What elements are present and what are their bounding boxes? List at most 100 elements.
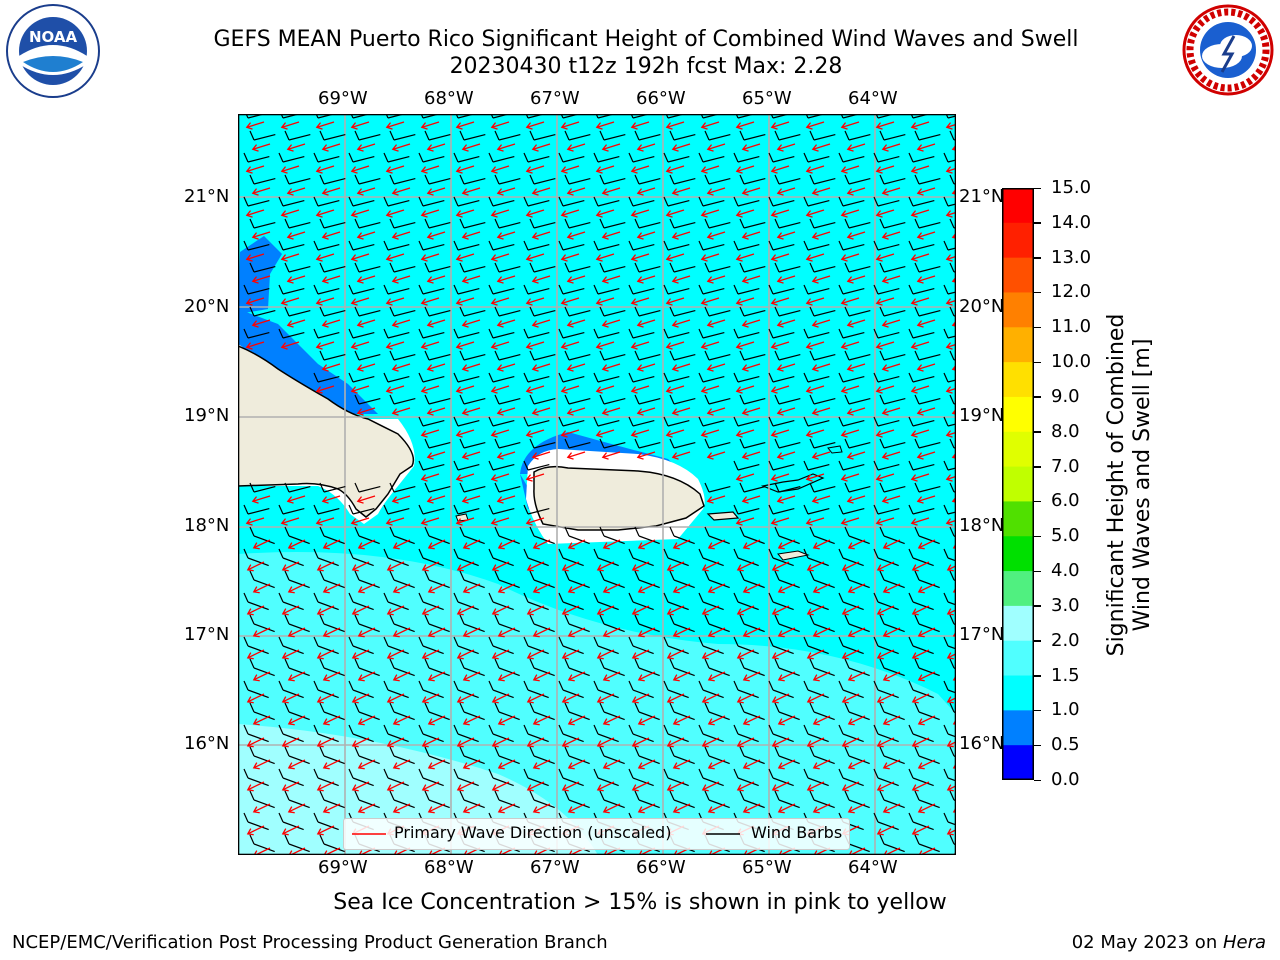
wind-barb-flag	[774, 394, 780, 405]
wind-barb-shaft	[393, 177, 416, 185]
wave-direction-arrow	[526, 297, 545, 304]
wave-direction-arrowhead	[741, 320, 749, 328]
wind-barb-shaft	[848, 755, 870, 765]
wave-direction-arrowhead	[771, 696, 779, 704]
wave-direction-arrow	[492, 737, 510, 747]
wave-direction-arrowhead	[280, 122, 288, 130]
wind-barb-shaft	[457, 287, 480, 295]
colorbar-tick-mark	[1034, 535, 1041, 538]
wind-barb-shaft	[807, 733, 829, 743]
wind-barb-shaft	[883, 667, 905, 677]
colorbar-swatch	[1002, 188, 1034, 224]
wind-barb-shaft	[288, 843, 310, 853]
wind-barb-shaft	[387, 155, 410, 163]
wind-barb-flag	[669, 614, 675, 625]
wind-barb-flag	[809, 350, 815, 361]
wave-direction-arrowhead	[706, 276, 714, 284]
wave-direction-arrowhead	[286, 276, 294, 284]
lon-bottom-label: 65°W	[742, 857, 792, 878]
wave-direction-arrow	[673, 759, 691, 769]
wave-direction-arrowhead	[700, 254, 708, 262]
wave-direction-arrowhead	[455, 210, 463, 218]
wind-barb-shaft	[918, 221, 941, 229]
wave-direction-arrow	[526, 121, 545, 128]
wind-barb-flag	[768, 328, 774, 339]
wind-barb-flag	[529, 526, 535, 537]
wave-direction-arrowhead	[526, 740, 534, 748]
wind-barb-shaft	[918, 667, 940, 677]
wave-direction-arrowhead	[882, 542, 890, 550]
wind-barb-shaft	[457, 689, 479, 699]
wave-direction-arrow	[631, 341, 650, 348]
wind-barb-shaft	[603, 397, 626, 405]
wave-direction-arrow	[701, 253, 720, 260]
wind-barb-flag	[564, 658, 570, 669]
wave-direction-arrow	[352, 561, 370, 571]
wave-direction-arrow	[667, 649, 685, 659]
colorbar-tick-mark	[1034, 675, 1041, 677]
wave-direction-arrowhead	[812, 674, 820, 682]
wind-barb-flag	[914, 306, 920, 317]
wave-direction-arrowhead	[595, 298, 603, 306]
colorbar-tick-label: 1.0	[1051, 699, 1080, 721]
wave-direction-arrowhead	[946, 652, 954, 660]
wave-direction-arrowhead	[532, 630, 540, 638]
wave-direction-arrow	[701, 165, 720, 172]
wave-direction-arrow	[322, 231, 341, 238]
wind-barb-flag	[424, 394, 430, 405]
wind-barb-shaft	[813, 397, 836, 405]
wind-barb-shaft	[323, 535, 345, 545]
wind-barb-flag	[354, 218, 360, 229]
wind-barb-flag	[453, 284, 459, 295]
wave-direction-arrowhead	[946, 564, 954, 572]
wind-barb-flag	[669, 746, 675, 757]
wind-barb-flag	[698, 196, 704, 207]
wind-barb-flag	[908, 196, 914, 207]
wind-barb-shaft	[463, 397, 486, 405]
wave-direction-arrow	[638, 803, 656, 813]
wind-barb-flag	[494, 130, 500, 141]
wind-barb-shaft	[708, 309, 731, 317]
wave-direction-arrowhead	[316, 608, 324, 616]
wave-direction-arrow	[561, 165, 580, 172]
wind-barb-flag	[739, 218, 745, 229]
wind-barb-shaft	[492, 287, 515, 295]
wave-direction-arrow	[841, 473, 860, 480]
wave-direction-arrow	[253, 715, 271, 725]
wave-direction-arrowhead	[426, 188, 434, 196]
wave-direction-arrow	[491, 121, 510, 128]
wave-direction-arrow	[497, 275, 516, 282]
wind-barb-flag	[634, 658, 640, 669]
wave-direction-arrow	[532, 363, 551, 370]
wind-barb-shaft	[428, 799, 450, 809]
wave-direction-arrow	[596, 165, 615, 172]
wind-barb-shaft	[912, 287, 935, 295]
wave-direction-arrow	[917, 363, 936, 370]
wind-barb-shaft	[667, 155, 690, 163]
wind-barb-flag	[599, 438, 605, 449]
wind-barb-flag	[523, 372, 529, 383]
wave-direction-arrowhead	[736, 608, 744, 616]
wave-direction-arrow	[357, 231, 376, 238]
wind-barb-shaft	[533, 265, 556, 273]
wave-direction-arrow	[918, 583, 936, 593]
wind-barb-shaft	[918, 843, 940, 853]
wave-direction-arrow	[847, 275, 866, 282]
wind-barb-shaft	[253, 579, 275, 589]
wind-barb-flag	[844, 790, 850, 801]
wave-direction-arrowhead	[805, 430, 813, 438]
wind-barb-flag	[383, 240, 389, 251]
wind-barb-flag	[704, 218, 710, 229]
wind-barb-shaft	[743, 711, 765, 721]
wind-barb-flag	[628, 416, 634, 427]
wind-barb-flag	[838, 768, 844, 779]
wind-barb-flag	[523, 680, 529, 691]
wind-barb-flag	[879, 306, 885, 317]
wave-direction-arrowhead	[700, 122, 708, 130]
wave-direction-arrowhead	[875, 122, 883, 130]
wind-barb-shaft	[708, 397, 731, 405]
wave-direction-arrowhead	[841, 608, 849, 616]
wind-barb-flag	[418, 680, 424, 691]
wave-direction-arrowhead	[945, 298, 953, 306]
wave-direction-arrowhead	[841, 784, 849, 792]
